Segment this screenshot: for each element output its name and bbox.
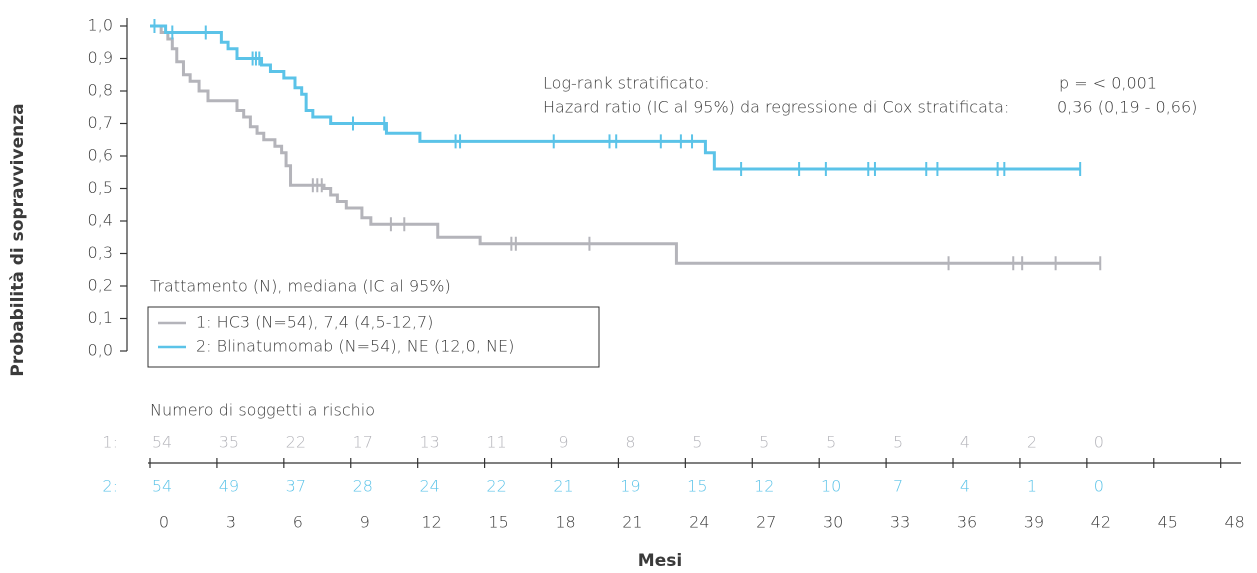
y-tick-label: 0,6	[88, 146, 113, 165]
risk-count: 24	[419, 477, 439, 496]
y-tick-label: 0,8	[88, 81, 113, 100]
risk-count: 5	[893, 433, 903, 452]
risk-count: 4	[960, 433, 970, 452]
x-tick-label: 45	[1158, 513, 1178, 532]
x-tick-label: 30	[823, 513, 843, 532]
x-tick-label: 6	[293, 513, 303, 532]
x-tick-label: 21	[622, 513, 642, 532]
risk-count: 5	[826, 433, 836, 452]
risk-count: 11	[486, 433, 506, 452]
x-tick-label: 24	[689, 513, 709, 532]
legend-label: 1: HC3 (N=54), 7,4 (4,5-12,7)	[196, 313, 433, 332]
x-tick-label: 9	[360, 513, 370, 532]
y-tick-label: 0,3	[88, 243, 113, 262]
risk-count: 54	[152, 433, 172, 452]
risk-count: 8	[625, 433, 635, 452]
risk-count: 1	[1027, 477, 1037, 496]
x-tick-label: 48	[1225, 513, 1245, 532]
x-tick-label: 36	[957, 513, 977, 532]
y-axis-label: Probabilità di sopravvivenza	[8, 103, 28, 376]
y-tick-label: 0,0	[88, 341, 113, 360]
annotation: Log-rank stratificato:	[543, 74, 710, 93]
risk-count: 35	[219, 433, 239, 452]
x-tick-label: 18	[555, 513, 575, 532]
risk-count: 13	[419, 433, 439, 452]
annotation: 0,36 (0,19 - 0,66)	[1057, 98, 1197, 117]
annotation: p = < 0,001	[1059, 74, 1157, 93]
y-tick-label: 0,5	[88, 178, 113, 197]
risk-count: 9	[558, 433, 568, 452]
risk-count: 2	[1027, 433, 1037, 452]
risk-count: 5	[692, 433, 702, 452]
y-tick-label: 0,2	[88, 276, 113, 295]
x-tick-label: 3	[226, 513, 236, 532]
y-tick-label: 1,0	[88, 16, 113, 35]
risk-count: 15	[687, 477, 707, 496]
risk-count: 12	[754, 477, 774, 496]
x-tick-label: 39	[1024, 513, 1044, 532]
risk-count: 19	[620, 477, 640, 496]
x-axis-label: Mesi	[638, 551, 682, 571]
x-tick-label: 42	[1091, 513, 1111, 532]
risk-count: 21	[553, 477, 573, 496]
x-tick-label: 12	[421, 513, 441, 532]
risk-row-label: 2:	[102, 477, 118, 496]
x-tick-label: 27	[756, 513, 776, 532]
risk-count: 54	[152, 477, 172, 496]
survival-curve	[150, 24, 1101, 265]
risk-count: 17	[353, 433, 373, 452]
y-tick-label: 0,4	[88, 211, 113, 230]
survival-curve	[150, 24, 1081, 171]
legend-box	[147, 306, 600, 368]
y-tick-label: 0,7	[88, 113, 113, 132]
risk-count: 37	[286, 477, 306, 496]
risk-count: 49	[219, 477, 239, 496]
risk-count: 22	[486, 477, 506, 496]
risk-count: 0	[1094, 477, 1104, 496]
risk-count: 5	[759, 433, 769, 452]
y-tick-label: 0,1	[88, 308, 113, 327]
risk-row-label: 1:	[102, 433, 118, 452]
y-tick-label: 0,9	[88, 48, 113, 67]
x-tick-label: 15	[488, 513, 508, 532]
risk-table-title: Numero di soggetti a rischio	[150, 401, 375, 420]
risk-count: 22	[286, 433, 306, 452]
risk-count: 0	[1094, 433, 1104, 452]
risk-count: 7	[893, 477, 903, 496]
legend-label: 2: Blinatumomab (N=54), NE (12,0, NE)	[196, 337, 514, 356]
risk-count: 28	[353, 477, 373, 496]
x-tick-label: 33	[890, 513, 910, 532]
risk-count: 10	[821, 477, 841, 496]
x-tick-label: 0	[159, 513, 169, 532]
annotation: Hazard ratio (IC al 95%) da regressione …	[543, 98, 1009, 117]
legend-title: Trattamento (N), mediana (IC al 95%)	[150, 277, 451, 296]
risk-count: 4	[960, 477, 970, 496]
